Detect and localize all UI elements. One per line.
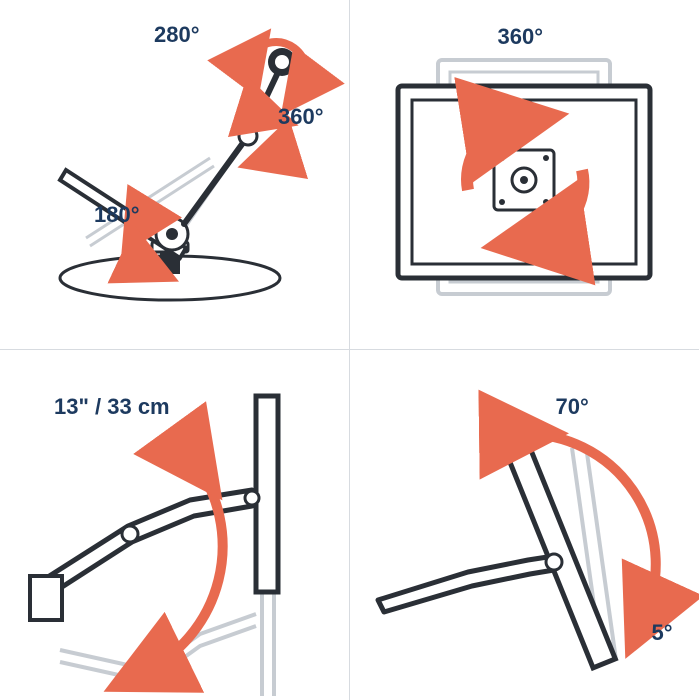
- rotation-illustration: [350, 0, 699, 350]
- label-280: 280°: [154, 22, 200, 48]
- panel-tilt: 70° 5°: [350, 350, 699, 700]
- lift-illustration: [0, 350, 350, 700]
- panel-arm-pan: 280° 360° 180°: [0, 0, 350, 350]
- label-lift: 13" / 33 cm: [54, 394, 170, 420]
- label-360-mid: 360°: [278, 104, 324, 130]
- label-tilt-up: 70°: [556, 394, 589, 420]
- label-360-rot: 360°: [498, 24, 544, 50]
- panel-lift: 13" / 33 cm: [0, 350, 350, 700]
- tilt-illustration: [350, 350, 699, 700]
- spec-diagram-grid: 280° 360° 180°: [0, 0, 699, 700]
- label-180: 180°: [94, 202, 140, 228]
- panel-rotation: 360°: [350, 0, 699, 350]
- arm-pan-illustration: [0, 0, 350, 350]
- label-tilt-down: 5°: [652, 620, 673, 646]
